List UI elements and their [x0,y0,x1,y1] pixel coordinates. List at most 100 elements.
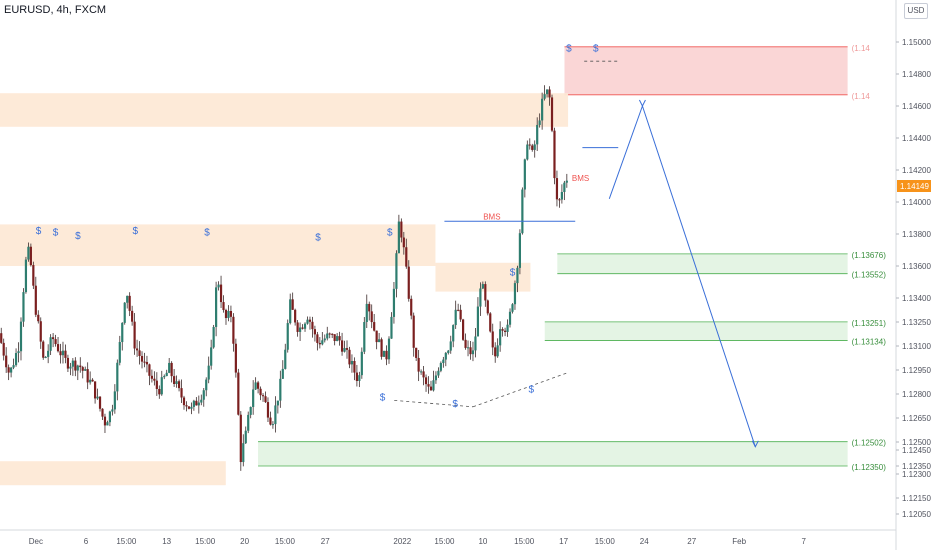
candle-body [121,322,124,343]
x-tick-label: 6 [84,537,89,546]
candle-body [471,350,475,355]
candle-body [49,337,52,351]
zone-label-bottom: (1.12350) [852,463,887,472]
x-tick-label: 15:00 [275,537,296,546]
candle-body [328,333,331,335]
candle-body [402,237,405,248]
candle-body [56,344,60,352]
candle-body [98,396,102,409]
candle-body [118,342,121,363]
zone-sr [0,224,436,266]
candle-body [407,266,410,299]
candle-body [284,349,287,369]
candle-body [185,405,188,407]
candle-body [244,430,247,444]
x-tick-label: 24 [640,537,649,546]
candle-body [306,319,309,324]
liquidity-mark: $ [452,399,458,410]
candle-body [457,309,460,311]
candle-body [375,330,378,343]
candle-body [276,400,279,406]
liquidity-mark: $ [53,228,59,239]
candle-body [397,221,400,254]
candle-body [338,336,341,341]
chart-title: EURUSD, 4h, FXCM [4,4,107,16]
x-tick-label: 27 [321,537,330,546]
candle-body [313,329,317,335]
candle-body [358,375,361,381]
candle-body [378,339,381,343]
candle-body [84,369,87,371]
candle-body [501,329,504,331]
x-tick-label: 2022 [393,537,411,546]
candle-body [333,334,336,342]
candle-body [192,400,195,407]
x-tick-label: 15:00 [514,537,535,546]
candle-body [521,189,524,234]
candle-body [212,326,215,348]
candle-body [545,89,549,95]
candle-body [506,324,509,332]
candle-body [227,311,230,319]
candle-body [417,357,420,372]
candle-body [138,350,141,356]
candle-body [390,316,393,339]
candle-body [106,422,109,426]
liquidity-mark: $ [36,226,42,237]
candle-body [177,381,181,389]
candle-body [323,338,326,341]
candle-body [533,144,536,150]
candle-body [560,191,563,200]
y-tick-label: 1.12050 [902,510,931,519]
candle-body [252,389,255,407]
candle-body [499,329,502,346]
candle-body [289,299,292,324]
bms-label: BMS [483,213,500,222]
candle-body [395,253,398,289]
y-tick-label: 1.12500 [902,438,931,447]
candle-body [343,348,346,352]
candle-body [380,339,383,357]
candle-body [461,319,465,340]
candle-body [363,322,366,352]
candle-body [242,443,245,463]
candle-body [89,379,92,383]
candle-body [93,381,97,399]
candle-body [37,314,40,322]
y-tick-label: 1.14400 [902,134,931,143]
liquidity-mark: $ [529,384,535,395]
y-tick-label: 1.13600 [902,262,931,271]
candle-body [269,417,272,425]
candle-body [237,372,240,415]
candle-body [550,97,554,131]
y-tick-label: 1.13100 [902,342,931,351]
candle-body [158,388,161,395]
y-tick-label: 1.12650 [902,414,931,423]
candle-body [331,333,334,335]
candle-body [439,363,442,371]
candle-body [173,376,176,385]
candle-body [69,366,72,369]
zone-label-top: (1.12502) [852,439,887,448]
candle-body [308,319,312,322]
candle-body [54,339,57,345]
candle-body [400,221,403,238]
candle-body [234,343,237,373]
candle-body [353,360,356,373]
candle-body [266,402,270,418]
candle-body [175,381,178,385]
y-tick-label: 1.12350 [902,462,931,471]
x-tick-label: 15:00 [595,537,616,546]
candle-body [103,416,107,426]
candle-body [481,284,484,289]
candle-body [14,353,18,366]
candle-body [405,247,408,267]
candle-body [108,411,112,423]
candle-body [42,341,45,358]
candle-body [195,400,198,406]
projection-arrow [751,440,759,448]
y-tick-label: 1.14000 [902,198,931,207]
y-tick-label: 1.12450 [902,446,931,455]
candle-body [420,371,423,373]
candle-body [187,406,191,409]
